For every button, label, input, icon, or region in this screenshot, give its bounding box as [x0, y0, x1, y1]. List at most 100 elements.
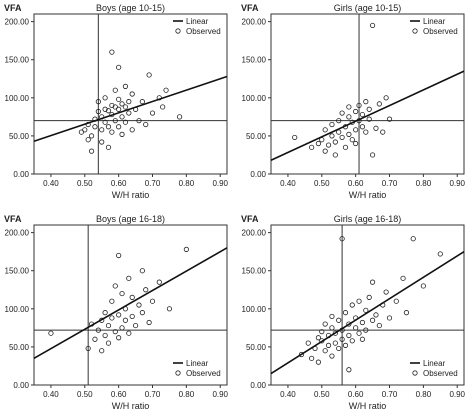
data-point — [353, 140, 359, 147]
legend-label-linear: Linear — [186, 359, 209, 368]
y-tick-label: 0.00 — [13, 381, 29, 390]
x-axis-label: W/H ratio — [112, 190, 150, 200]
data-point — [92, 336, 98, 342]
data-point — [139, 99, 145, 105]
data-point — [99, 127, 105, 133]
data-point — [369, 279, 376, 285]
data-point — [353, 108, 359, 115]
x-tick-label: 0.40 — [43, 179, 59, 188]
chart-title: Girls (age 16-18) — [334, 214, 402, 224]
data-point — [116, 96, 122, 102]
data-point — [325, 342, 332, 348]
x-tick-label: 0.50 — [77, 179, 93, 188]
legend-box — [170, 357, 226, 381]
data-point — [129, 313, 135, 320]
x-tick-label: 0.80 — [416, 390, 432, 399]
data-point — [346, 367, 352, 373]
x-tick-label: 0.40 — [43, 390, 59, 399]
data-point — [88, 133, 95, 139]
legend-label-observed: Observed — [186, 27, 221, 36]
x-tick-label: 0.70 — [382, 179, 398, 188]
data-point — [369, 152, 376, 158]
data-point — [346, 104, 352, 110]
data-point — [126, 110, 132, 116]
data-point — [102, 332, 108, 339]
data-point — [332, 139, 338, 145]
data-point — [149, 110, 156, 116]
data-point — [342, 310, 349, 316]
x-tick-label: 0.70 — [382, 390, 398, 399]
data-point — [386, 315, 393, 321]
legend-label-observed: Observed — [423, 27, 458, 36]
data-point — [298, 351, 305, 358]
data-point — [129, 294, 135, 300]
x-tick-label: 0.80 — [179, 179, 195, 188]
chart-title: Girls (age 10-15) — [334, 3, 402, 13]
data-point — [363, 99, 369, 105]
data-point — [116, 312, 122, 318]
data-point — [410, 236, 416, 242]
y-tick-label: 50.00 — [9, 343, 30, 352]
data-point — [85, 345, 91, 352]
data-point — [109, 49, 115, 55]
data-point — [119, 290, 125, 297]
y-tick-label: 50.00 — [246, 343, 267, 352]
data-point — [366, 116, 372, 122]
data-point — [122, 317, 129, 323]
x-tick-label: 0.50 — [314, 179, 330, 188]
x-axis-label: W/H ratio — [112, 401, 150, 411]
data-point — [346, 332, 352, 339]
data-point — [363, 129, 369, 135]
data-point — [105, 108, 112, 114]
legend-label-observed: Observed — [186, 369, 221, 378]
data-point — [109, 129, 115, 135]
data-point — [129, 91, 135, 97]
x-tick-label: 0.60 — [348, 179, 364, 188]
data-point — [116, 106, 122, 112]
data-point — [353, 325, 359, 331]
data-point — [403, 310, 410, 316]
data-point — [336, 345, 342, 352]
data-point — [400, 275, 406, 281]
data-point — [309, 355, 315, 361]
data-point — [122, 83, 129, 89]
data-point — [369, 317, 376, 323]
chart-title: Boys (age 10-15) — [96, 3, 165, 13]
data-point — [146, 319, 152, 326]
data-point — [329, 325, 335, 331]
data-point — [122, 119, 129, 125]
data-point — [369, 22, 376, 29]
data-point — [136, 118, 142, 124]
data-point — [105, 322, 112, 329]
data-point — [332, 152, 338, 158]
data-point — [322, 348, 328, 354]
data-point — [126, 330, 132, 336]
data-point — [359, 336, 366, 342]
data-point — [359, 111, 366, 118]
linear-fit-line — [270, 70, 465, 162]
data-point — [176, 114, 183, 120]
data-point — [437, 251, 443, 257]
data-point — [329, 353, 335, 359]
data-point — [92, 124, 98, 130]
x-tick-label: 0.50 — [77, 390, 93, 399]
data-point — [356, 330, 362, 336]
data-point — [420, 283, 426, 289]
data-point — [329, 133, 335, 139]
data-point — [332, 330, 338, 336]
data-point — [332, 340, 338, 346]
data-point — [336, 317, 342, 323]
data-point — [315, 140, 322, 147]
data-point — [319, 329, 325, 335]
x-tick-label: 0.50 — [314, 390, 330, 399]
data-point — [116, 252, 122, 259]
data-point — [356, 298, 362, 304]
data-point — [393, 298, 399, 304]
y-tick-label: 0.00 — [250, 381, 266, 390]
data-point — [342, 342, 349, 348]
legend-box — [170, 15, 226, 39]
data-point — [373, 125, 379, 131]
data-point — [95, 99, 101, 105]
x-tick-label: 0.60 — [111, 179, 127, 188]
x-tick-label: 0.40 — [280, 390, 296, 399]
